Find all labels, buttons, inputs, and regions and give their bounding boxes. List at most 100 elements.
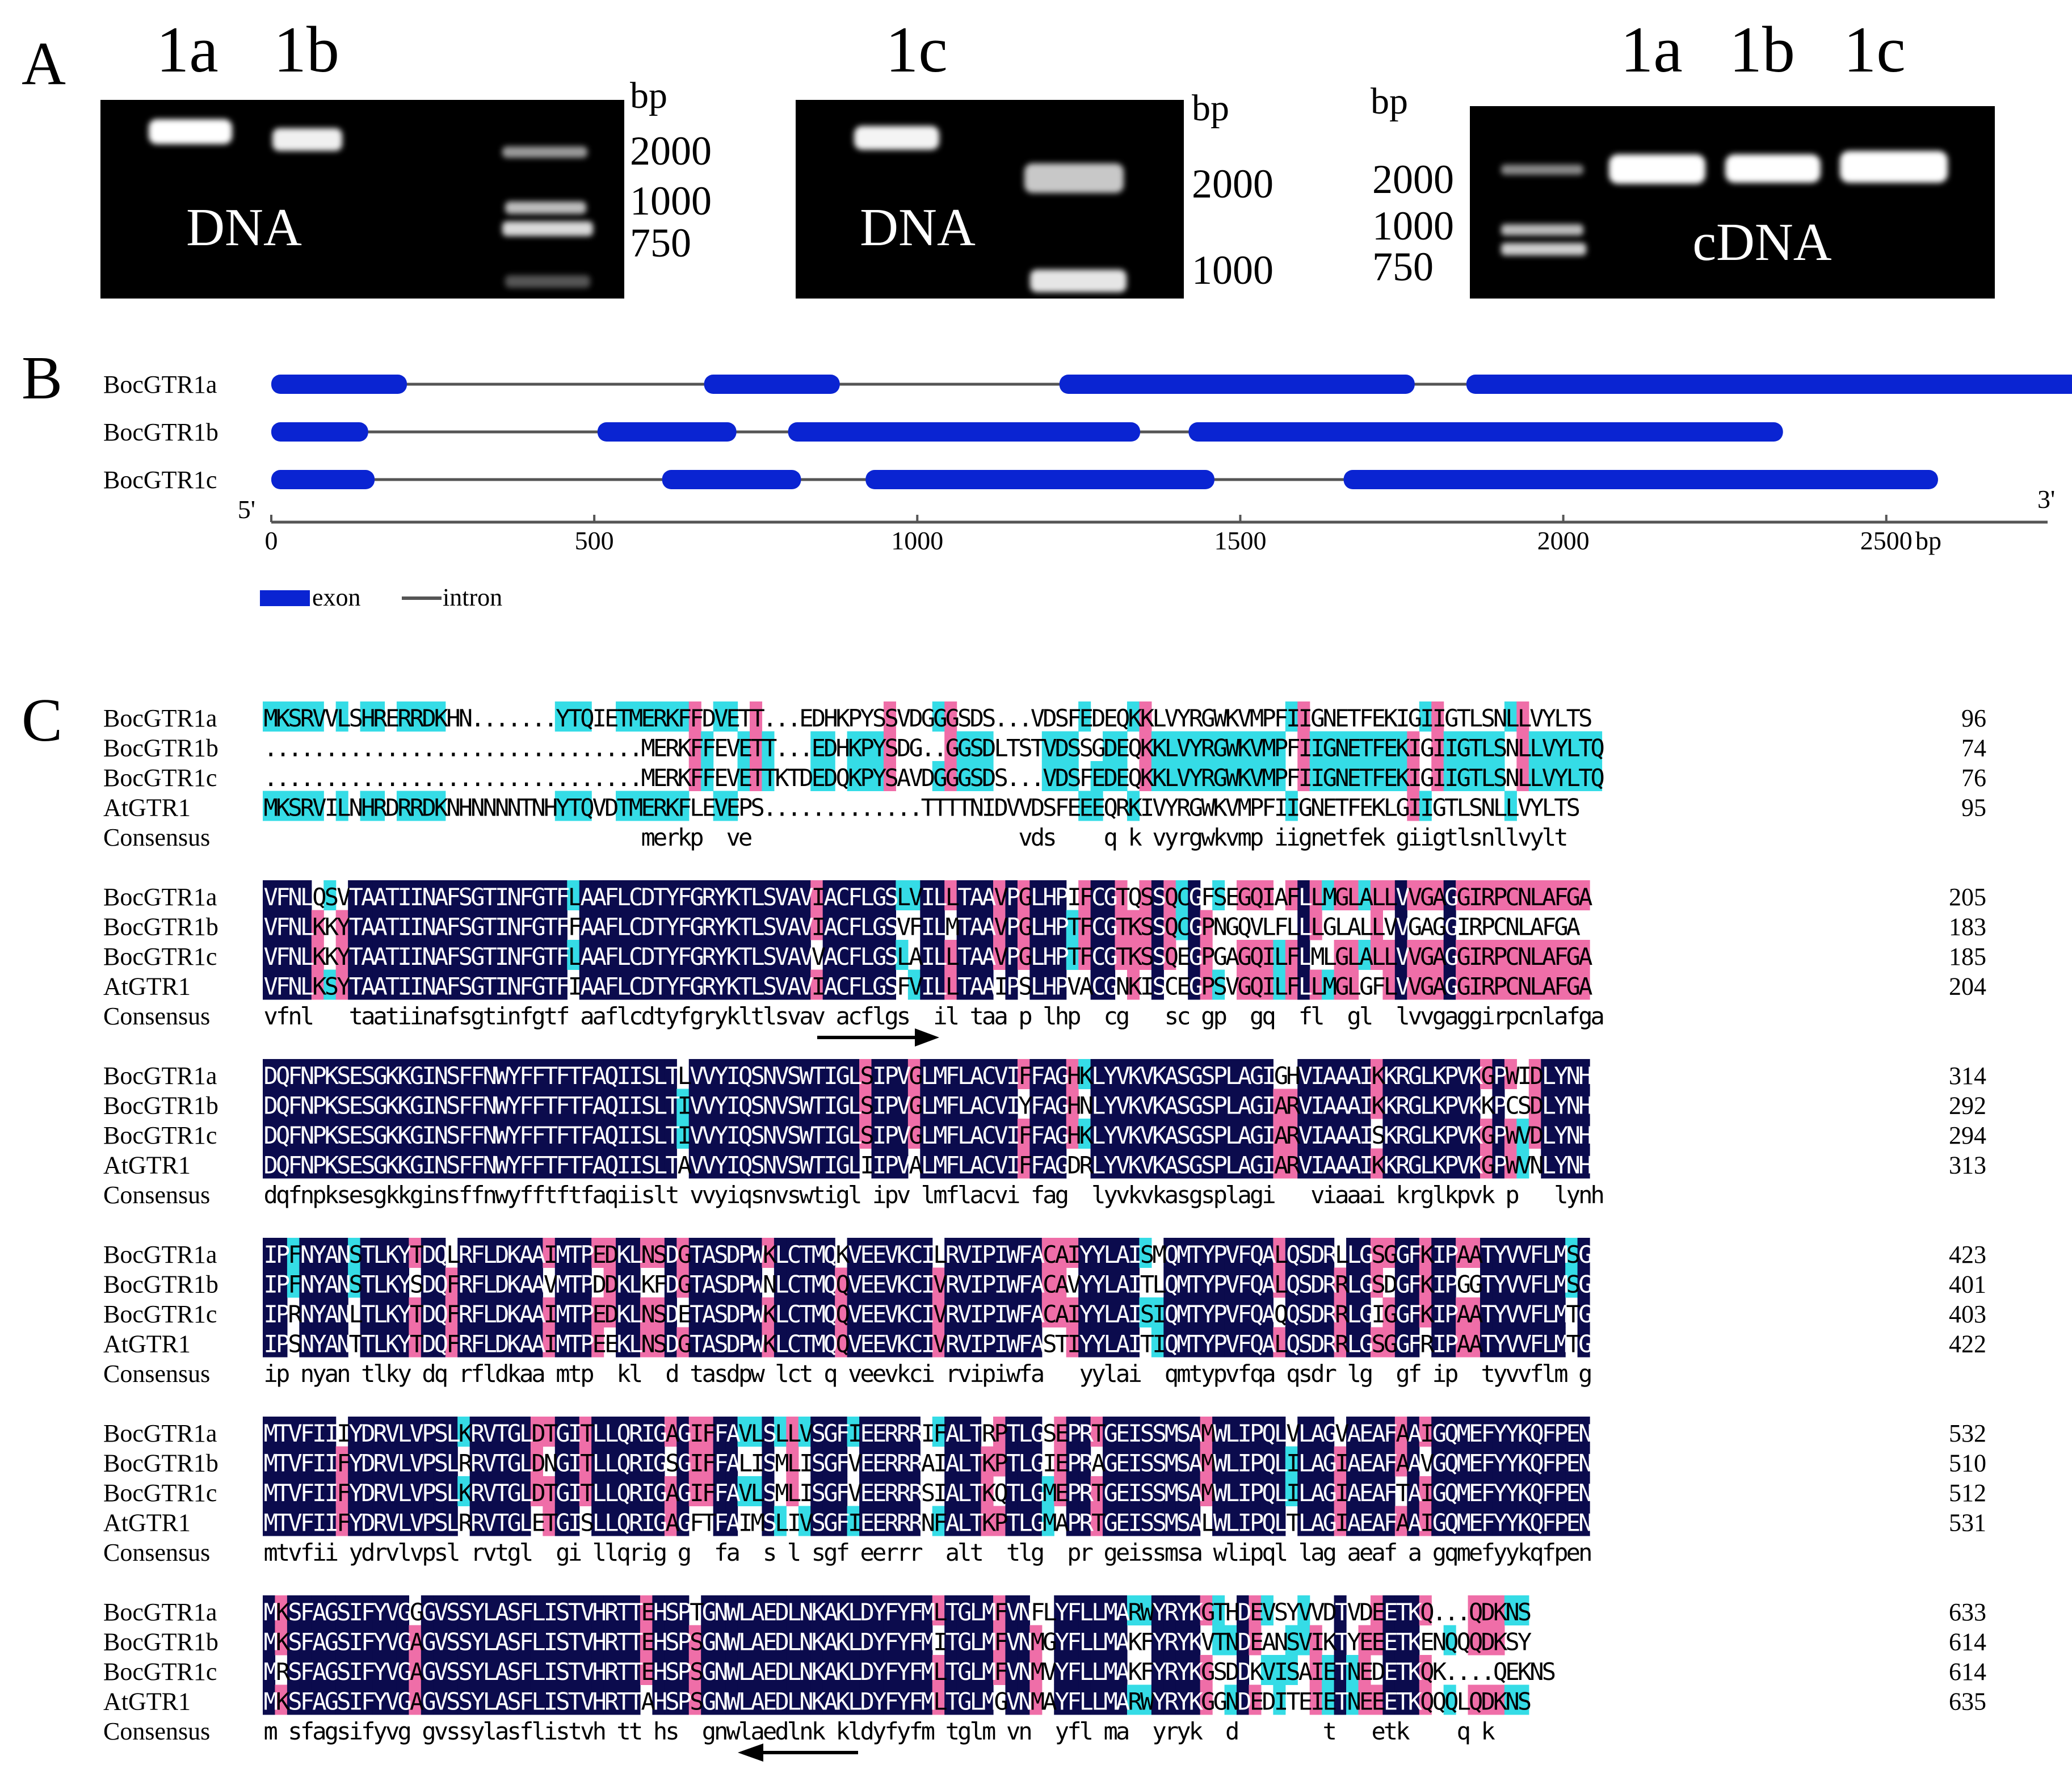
gel-3-label: cDNA (1692, 213, 1831, 272)
residue-shade (1334, 761, 1347, 791)
residue-shade (688, 731, 701, 762)
residue-shade (1127, 701, 1140, 732)
residue-shade (372, 910, 385, 940)
residue-shade (299, 969, 312, 1000)
residue-shade (1139, 701, 1152, 732)
gel-1-marker-1000 (505, 201, 586, 214)
exon-BocGTR1c-3 (865, 470, 1214, 489)
consensus-sequence: m sfagsifyvg gvssylasflistvh tt hs gnwlaedlnk… (264, 1717, 1495, 1745)
residue-shade (263, 880, 276, 910)
residue-shade (1066, 761, 1079, 791)
gene-axis: 0 500 1000 1500 2000 2500 5' 3' bp (238, 485, 2056, 555)
residue-shade (396, 701, 409, 732)
residue-shade (1541, 761, 1554, 791)
residue-shade (871, 731, 884, 762)
residue-shade (299, 880, 312, 910)
residue-shade (1565, 731, 1578, 762)
residue-shade (360, 880, 373, 910)
residue-shade (311, 969, 324, 1000)
residue-shade (372, 940, 385, 970)
residue-shade (1139, 761, 1152, 791)
residue-shade (360, 910, 373, 940)
alignment-position: 183 (1949, 913, 1986, 941)
alignment-position: 614 (1949, 1628, 1986, 1656)
gel-1-marker-750 (502, 221, 593, 236)
alignment-sequence: MKSFAGSIFYVGAGVSSYLASFLISTVHRTTEHSPSGNWL… (264, 1628, 1532, 1656)
residue-shade (1139, 731, 1152, 762)
residue-shade (956, 761, 969, 791)
residue-shade (287, 880, 300, 910)
residue-shade (1200, 731, 1213, 762)
exon-BocGTR1b-4 (1188, 422, 1783, 442)
residue-shade (1480, 761, 1493, 791)
residue-shade (883, 761, 896, 791)
alignment-sequence: IPRNYANLTLKYTDQFRFLDKAAIMTPEDKLNSDETASDP… (264, 1300, 1593, 1328)
alignment-sequence: DQFNPKSESGKKGINSFFNWYFFTFTFAQIISLTIVVYIQ… (264, 1121, 1593, 1149)
gel-3-lane-1a: 1a (1620, 14, 1683, 86)
alignment-seq-name: AtGTR1 (103, 1688, 191, 1716)
residue-shade (859, 761, 872, 791)
alignment-sequence: IPFNYANSTLKYTDQLRFLDKAAIMTPEDKLNSDGTASDP… (264, 1241, 1593, 1268)
residue-shade (335, 910, 348, 940)
gel-3-band-1c (1840, 151, 1948, 183)
gel-3-marker-label-2000: 2000 (1372, 157, 1454, 202)
exon-BocGTR1c-2 (662, 470, 801, 489)
gel-1-band-1b (272, 128, 342, 151)
residue-shade (1054, 761, 1067, 791)
axis-tick-label: 500 (575, 526, 614, 555)
exon-BocGTR1a-1 (271, 375, 407, 394)
residue-shade (737, 761, 750, 791)
exon-BocGTR1a-4 (1466, 375, 2072, 394)
residue-shade (1322, 731, 1335, 762)
residue-shade (1224, 731, 1237, 762)
residue-shade (1309, 761, 1322, 791)
alignment-position: 76 (1961, 764, 1986, 792)
residue-shade (396, 969, 409, 1000)
alignment-seq-name: BocGTR1a (103, 1241, 217, 1268)
residue-shade (701, 731, 714, 762)
alignment-sequence: ...............................MERKFFEVE… (264, 734, 1605, 762)
residue-shade (335, 940, 348, 970)
gel-1: 1a 1b DNA bp 2000 1000 750 (100, 14, 712, 299)
residue-shade (1273, 761, 1286, 791)
residue-shade (1407, 731, 1420, 762)
residue-shade (1431, 731, 1444, 762)
residue-shade (701, 761, 714, 791)
residue-shade (750, 761, 763, 791)
residue-shade (1212, 761, 1225, 791)
alignment-position: 510 (1949, 1450, 1986, 1477)
alignment-sequence: MRSFAGSIFYVGAGVSSYLASFLISTVHRTTEHSPSGNWL… (264, 1658, 1557, 1686)
gel-3-lane-1c: 1c (1843, 14, 1906, 86)
alignment-seq-name: BocGTR1b (103, 1092, 218, 1120)
gel-2-unit: bp (1192, 87, 1229, 129)
gel-1-marker-2000 (502, 146, 587, 158)
gel-3-image (1470, 106, 1995, 299)
alignment-position: 205 (1949, 883, 1986, 911)
residue-shade (932, 761, 945, 791)
residue-shade (287, 910, 300, 940)
residue-shade (1163, 731, 1176, 762)
gel-3-marker-label-750: 750 (1372, 244, 1434, 289)
consensus-label: Consensus (103, 1360, 210, 1388)
residue-shade (348, 940, 361, 970)
residue-shade (1103, 731, 1116, 762)
residue-shade (433, 791, 446, 821)
alignment-position: 422 (1949, 1330, 1986, 1358)
alignment-block-2: BocGTR1a VFNLQSVTAATIINAFSGTINFGTFLAAFLCD… (103, 880, 1986, 1030)
exon-BocGTR1b-1 (271, 422, 368, 442)
alignment-sequence: ...............................MERKFFEVE… (264, 764, 1605, 792)
alignment-position: 185 (1949, 943, 1986, 970)
residue-shade (1127, 791, 1140, 821)
axis-unit: bp (1915, 526, 1941, 555)
alignment: BocGTR1a MKSRVVLSHRERRDKHN.......YTQIETME… (103, 701, 1986, 1745)
axis-tick-label: 1000 (891, 526, 943, 555)
residue-shade (1188, 731, 1201, 762)
gene-label-BocGTR1c: BocGTR1c (103, 466, 217, 494)
residue-shade (1175, 761, 1188, 791)
alignment-sequence: MTVFIIFYDRVLVPSLRRVTGLETGISLLQRIGAGFTFAI… (264, 1509, 1593, 1537)
alignment-position: 403 (1949, 1300, 1986, 1328)
residue-shade (1297, 701, 1310, 732)
residue-shade (372, 791, 385, 821)
gel-3-marker-2000 (1501, 165, 1583, 175)
